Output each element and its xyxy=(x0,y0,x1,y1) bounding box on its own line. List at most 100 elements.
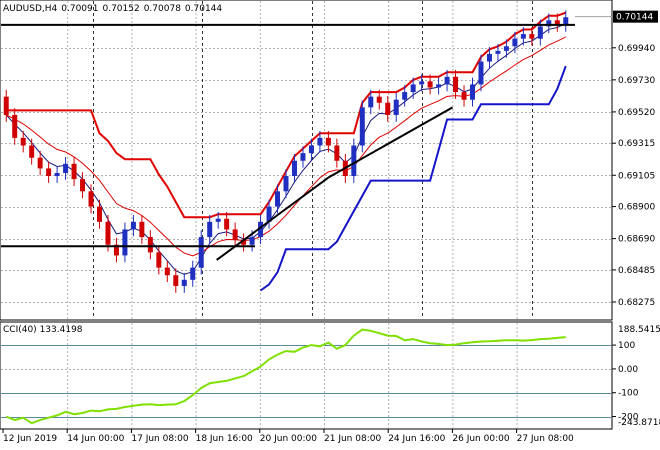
time-tick-label: 26 Jun 00:00 xyxy=(452,434,509,444)
bull-candle xyxy=(563,17,569,25)
bull-candle xyxy=(122,229,128,256)
bull-candle xyxy=(258,221,264,238)
lower-channel-line xyxy=(259,65,567,292)
bull-candle xyxy=(207,221,213,238)
cci-header: CCI(40) 133.4198 xyxy=(3,325,83,335)
price-tick-label: 0.69520 xyxy=(618,108,655,118)
bull-candle xyxy=(198,237,204,268)
bull-candle xyxy=(402,92,408,100)
bear-candle xyxy=(241,240,247,245)
horizontal-lines[interactable] xyxy=(1,23,575,261)
bull-candle xyxy=(512,38,518,47)
bear-candle xyxy=(554,20,560,25)
price-tick-label: 0.69315 xyxy=(618,139,655,149)
bull-candle xyxy=(537,26,543,39)
bull-candle xyxy=(215,218,221,222)
bear-candle xyxy=(232,229,238,241)
bull-candle xyxy=(181,279,187,286)
bear-candle xyxy=(46,168,52,177)
bull-candle xyxy=(283,176,289,192)
bear-candle xyxy=(427,81,433,88)
time-tick-label: 20 Jun 00:00 xyxy=(260,434,317,444)
cci-tick-label: 0.00 xyxy=(618,365,638,375)
chart-header: AUDUSD,H4 0.70091 0.70152 0.70078 0.70144 xyxy=(3,4,226,14)
bear-candle xyxy=(113,244,119,256)
open-value: 0.70091 xyxy=(61,4,99,14)
bull-candle xyxy=(266,206,272,222)
bear-candle xyxy=(71,163,77,180)
cci-tick-label: 188.5415 xyxy=(618,325,660,335)
cci-line xyxy=(5,328,566,425)
cci-tick-label: -100 xyxy=(618,389,639,399)
cci-pane xyxy=(0,321,613,430)
cci-tick-label: -200 xyxy=(618,413,639,423)
bear-candle xyxy=(96,206,102,222)
trendline-1 xyxy=(216,176,329,261)
price-tick-label: 0.68690 xyxy=(618,235,655,245)
bull-candle xyxy=(63,163,69,173)
cci-name: CCI(40) xyxy=(3,325,37,335)
bear-candle xyxy=(20,137,26,146)
bull-candle xyxy=(54,172,60,177)
bear-candle xyxy=(147,237,153,253)
bull-candle xyxy=(249,237,255,245)
bull-candle xyxy=(291,160,297,177)
price-tick-label: 0.69730 xyxy=(618,76,655,86)
bull-candle xyxy=(478,61,484,85)
bear-candle xyxy=(156,252,162,268)
time-tick-label: 27 Jun 08:00 xyxy=(517,434,574,444)
cci-level-lines xyxy=(1,345,611,418)
bear-candle xyxy=(3,96,9,115)
bear-candle xyxy=(224,218,230,230)
current-price-label: 0.70144 xyxy=(616,13,653,23)
bear-candle xyxy=(325,137,331,146)
bear-candle xyxy=(173,275,179,286)
bull-candle xyxy=(368,96,374,108)
price-tick-label: 0.69105 xyxy=(618,171,655,181)
symbol-label: AUDUSD,H4 xyxy=(3,4,58,14)
cci-tick-label: 100 xyxy=(618,341,635,351)
bear-candle xyxy=(529,34,535,39)
bull-candle xyxy=(351,145,357,177)
price-tick-label: 0.68275 xyxy=(618,298,655,308)
close-value: 0.70144 xyxy=(184,4,223,14)
main-pane xyxy=(0,0,613,321)
low-value: 0.70078 xyxy=(143,4,181,14)
bull-candle xyxy=(470,84,476,100)
bear-candle xyxy=(29,145,35,158)
bull-candle xyxy=(190,267,196,280)
bear-candle xyxy=(139,221,145,238)
bull-candle xyxy=(130,221,136,230)
time-tick-label: 17 Jun 08:00 xyxy=(131,434,188,444)
bull-candle xyxy=(393,99,399,115)
bear-candle xyxy=(88,191,94,207)
bull-candle xyxy=(495,50,501,54)
bull-candle xyxy=(317,137,323,146)
bull-candle xyxy=(419,81,425,85)
high-value: 0.70152 xyxy=(102,4,140,14)
current-price-box xyxy=(613,10,658,23)
time-tick-label: 24 Jun 16:00 xyxy=(388,434,445,444)
bull-candle xyxy=(546,20,552,27)
time-tick-label: 18 Jun 16:00 xyxy=(196,434,253,444)
bull-candle xyxy=(275,191,281,207)
cci-polyline xyxy=(5,328,566,425)
bear-candle xyxy=(453,76,459,93)
bear-candle xyxy=(164,267,170,276)
bull-candle xyxy=(300,153,306,161)
bear-candle xyxy=(80,179,86,192)
bear-candle xyxy=(37,157,43,169)
cci-tick-label: -243.8718 xyxy=(618,418,660,428)
price-tick-label: 0.68485 xyxy=(618,266,655,276)
time-tick-label: 12 Jun 2019 xyxy=(3,434,57,444)
bull-candle xyxy=(359,107,365,146)
time-axis: 12 Jun 2019 14 Jun 00:00 17 Jun 08:00 18 Ju… xyxy=(2,429,574,444)
bull-candle xyxy=(308,145,314,154)
bear-candle xyxy=(376,96,382,103)
price-tick-label: 0.69940 xyxy=(618,44,655,54)
bull-candle xyxy=(410,84,416,93)
bear-candle xyxy=(385,102,391,115)
price-tick-label: 0.68900 xyxy=(618,203,655,213)
bear-candle xyxy=(105,221,111,245)
